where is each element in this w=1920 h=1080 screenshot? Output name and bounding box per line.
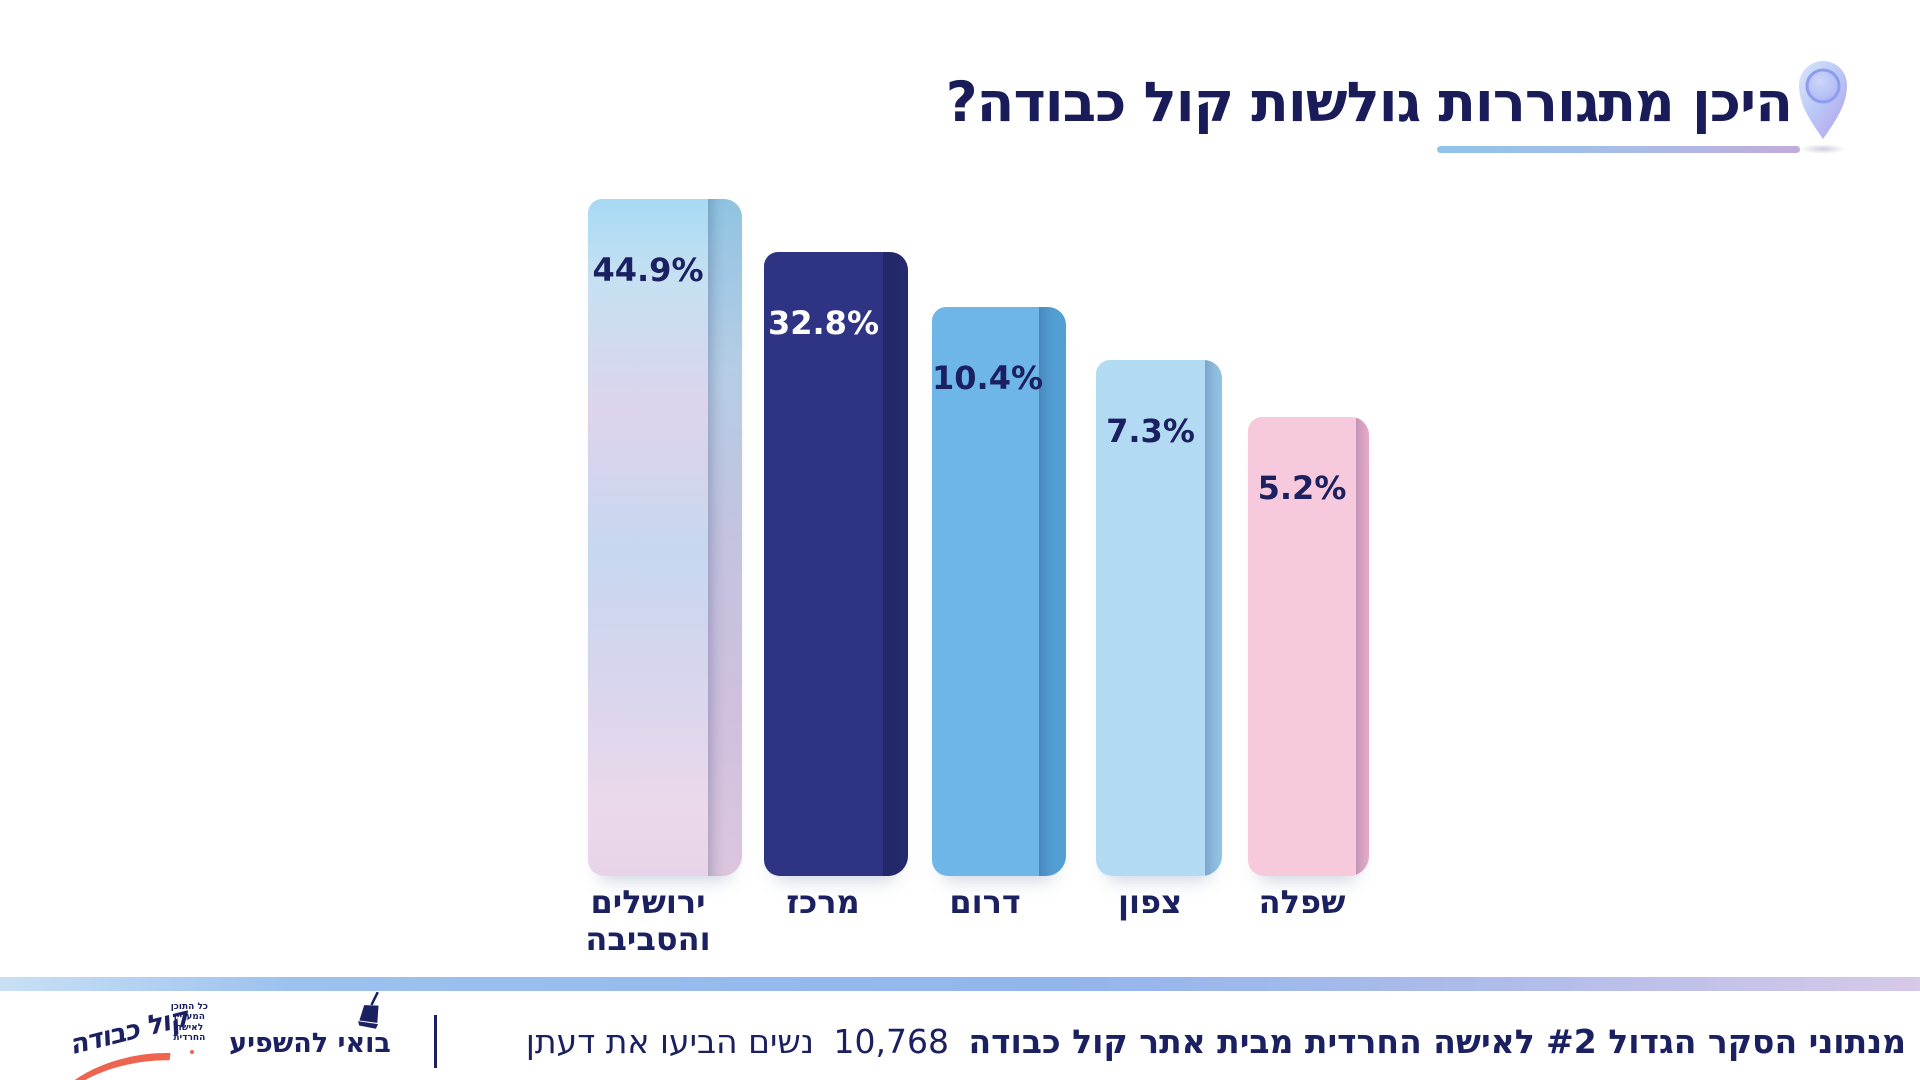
- bar-front-face: [932, 307, 1039, 876]
- pin-shadow: [1800, 144, 1846, 154]
- tassel-icon: [352, 988, 391, 1034]
- logo-swoosh: [68, 1045, 175, 1080]
- bar-side-face: [708, 199, 742, 876]
- bar-value-center: 32.8%: [767, 304, 879, 342]
- bar-label-center: מרכז: [786, 883, 860, 921]
- page-title: היכן מתגוררות גולשות קול כבודה?: [945, 70, 1793, 134]
- bar-side-face: [883, 252, 908, 876]
- bar-shfela: 5.2%: [1248, 417, 1369, 876]
- bar-front-face: [1096, 360, 1205, 876]
- bar-label-shfela: שפלה: [1258, 883, 1346, 921]
- bar-value-north: 7.3%: [1106, 412, 1195, 450]
- footer-source-text: מנתוני הסקר הגדול #2 לאישה החרדית מבית א…: [517, 1022, 1906, 1061]
- kol-kevuda-logo: כל התוכן המעניין לאישה החרדית קול כבודה: [66, 1000, 208, 1080]
- footer-vertical-divider: [434, 1015, 437, 1068]
- bar-value-south: 10.4%: [932, 359, 1044, 397]
- title-underline: [1437, 146, 1800, 153]
- bar-front-face: [764, 252, 883, 876]
- respondents-count: 10,768: [833, 1022, 949, 1061]
- logo-accent-dot: [190, 1050, 194, 1054]
- bar-value-jerusalem: 44.9%: [592, 251, 704, 289]
- bar-north: 7.3%: [1096, 360, 1222, 876]
- cta-label: בואי להשפיע: [229, 1028, 391, 1059]
- footer-source-rest: נשים הביעו את דעתן: [525, 1022, 814, 1061]
- location-pin-icon: [1794, 56, 1852, 142]
- footer-divider-band: [0, 977, 1920, 991]
- bar-label-north: צפון: [1118, 883, 1182, 921]
- bar-front-face: [588, 199, 708, 876]
- bar-front-face: [1248, 417, 1356, 876]
- bar-side-face: [1039, 307, 1066, 876]
- logo-tagline: כל התוכן המעניין לאישה החרדית: [170, 1002, 208, 1044]
- bar-side-face: [1205, 360, 1222, 876]
- bar-side-face: [1356, 417, 1369, 876]
- bar-value-shfela: 5.2%: [1257, 469, 1347, 507]
- bar-center: 32.8%: [764, 252, 908, 876]
- bar-jerusalem: 44.9%: [588, 199, 742, 876]
- bar-label-jerusalem: ירושלים והסביבה: [585, 883, 711, 958]
- bar-label-south: דרום: [949, 883, 1021, 921]
- footer-source-bold: מנתוני הסקר הגדול #2 לאישה החרדית מבית א…: [968, 1022, 1906, 1061]
- bar-south: 10.4%: [932, 307, 1066, 876]
